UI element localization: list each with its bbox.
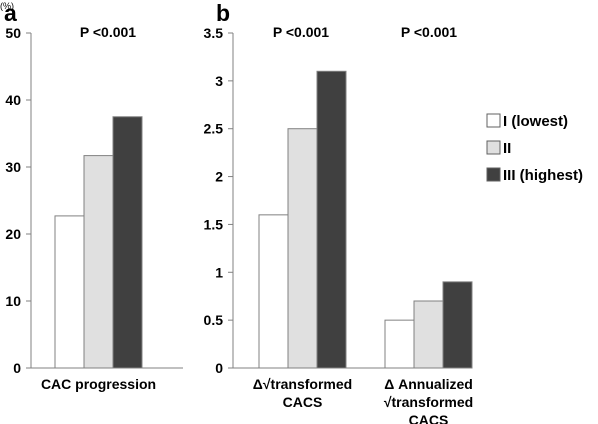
bar-1-group-1 [258, 214, 289, 369]
bar-1-group-1 [54, 215, 85, 369]
y-tick-label: 10 [5, 293, 21, 309]
legend-swatch-3 [486, 167, 501, 182]
y-tick-label: 1 [215, 264, 223, 280]
bar-2-group-1 [287, 128, 318, 369]
legend-label-3: III (highest) [503, 167, 583, 184]
bar-2-group-2 [413, 300, 444, 369]
x-category-label: √transformed [384, 394, 473, 410]
y-tick-label: 0.5 [204, 312, 224, 328]
bar-3-group-2 [442, 281, 473, 369]
y-tick-label: 0 [215, 360, 223, 376]
y-tick-label: 0 [13, 360, 21, 376]
y-tick-label: 2 [215, 169, 223, 185]
panel-label: b [216, 0, 230, 26]
bar-3-group-1 [316, 70, 347, 369]
y-tick-label: 3.5 [204, 25, 224, 41]
p-value-annotation: P <0.001 [80, 24, 136, 40]
x-category-label: Δ√transformed [253, 376, 352, 392]
x-category-label: CACS [409, 412, 449, 424]
y-tick-label: 40 [5, 92, 21, 108]
legend-swatch-1 [486, 113, 501, 128]
legend-swatch-2 [486, 140, 501, 155]
x-category-label: CACS [283, 394, 323, 410]
y-tick-label: 50 [5, 25, 21, 41]
p-value-annotation: P <0.001 [401, 24, 457, 40]
y-tick-label: 2.5 [204, 121, 224, 137]
y-tick-label: 3 [215, 73, 223, 89]
y-tick-label: 20 [5, 226, 21, 242]
bar-3-group-1 [112, 116, 143, 369]
legend-label-1: I (lowest) [503, 113, 568, 130]
unit-label: (%) [0, 1, 14, 11]
bar-2-group-1 [83, 155, 114, 369]
p-value-annotation: P <0.001 [273, 24, 329, 40]
x-category-label: CAC progression [41, 376, 156, 392]
legend-label-2: II [503, 140, 511, 157]
panel-label: a [4, 0, 17, 26]
bar-1-group-2 [384, 319, 415, 369]
y-tick-label: 30 [5, 159, 21, 175]
y-tick-label: 1.5 [204, 216, 224, 232]
x-category-label: Δ Annualized [384, 376, 473, 392]
